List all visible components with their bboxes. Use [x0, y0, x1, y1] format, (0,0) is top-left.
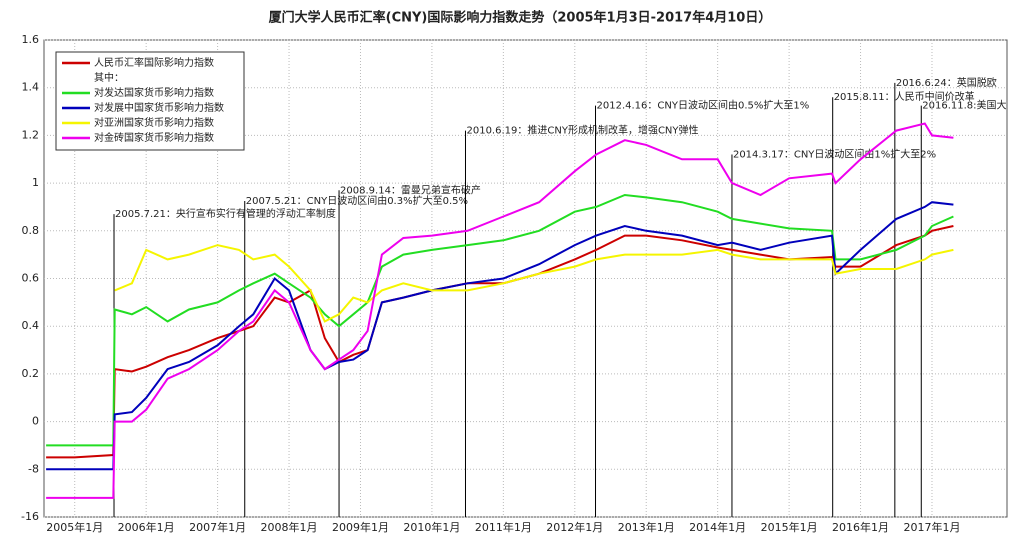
- x-tick-label: 2011年1月: [475, 520, 532, 534]
- x-tick-label: 2005年1月: [46, 520, 103, 534]
- annotation-text: 2005.7.21：央行宣布实行有管理的浮动汇率制度: [115, 207, 336, 220]
- series-line: [114, 244, 954, 323]
- y-tick-label: 0.6: [22, 272, 40, 285]
- annotation-text: 2012.4.16：CNY日波动区间由0.5%扩大至1%: [597, 99, 810, 112]
- x-tick-label: 2013年1月: [618, 520, 675, 534]
- x-tick-label: 2014年1月: [689, 520, 746, 534]
- y-tick-label: 0.8: [22, 224, 40, 237]
- legend-note: 其中：: [94, 71, 124, 84]
- series-line: [46, 201, 954, 471]
- y-tick-label: 0: [32, 415, 39, 428]
- x-tick-label: 2007年1月: [189, 520, 246, 534]
- x-tick-label: 2009年1月: [332, 520, 389, 534]
- legend-box: [55, 51, 245, 151]
- legend-label: 对发达国家货币影响力指数: [94, 86, 214, 99]
- y-tick-label: 1.4: [22, 81, 40, 94]
- series-line: [46, 193, 954, 447]
- x-tick-label: 2010年1月: [403, 520, 460, 534]
- annotation-text: 2010.6.19：推进CNY形成机制改革，增强CNY弹性: [466, 124, 698, 137]
- annotation-text: 2016.6.24：英国脱欧: [896, 76, 997, 89]
- annotation-text: 2008.9.14：雷曼兄弟宣布破产: [340, 183, 481, 196]
- y-tick-label: -8: [28, 462, 39, 475]
- annotation-text: 2014.3.17：CNY日波动区间由1%扩大至2%: [733, 147, 936, 160]
- legend-label: 对金砖国家货币影响力指数: [94, 131, 214, 144]
- y-tick-label: 1: [32, 176, 39, 189]
- legend-label: 人民币汇率国际影响力指数: [94, 56, 214, 69]
- chart-title: 厦门大学人民币汇率(CNY)国际影响力指数走势（2005年1月3日-2017年4…: [269, 10, 772, 26]
- series-line: [46, 122, 954, 499]
- y-tick-label: 0.2: [22, 367, 40, 380]
- annotation-text: 2007.5.21：CNY日波动区间由0.3%扩大至0.5%: [246, 194, 468, 207]
- y-tick-label: 0.4: [22, 319, 40, 332]
- legend-label: 对发展中国家货币影响力指数: [94, 101, 224, 114]
- x-tick-label: 2006年1月: [118, 520, 175, 534]
- x-tick-label: 2015年1月: [761, 520, 818, 534]
- annotation-text: 2016.11.8:美国大选: [922, 99, 1016, 112]
- annotation-text: 2015.8.11：人民币中间价改革: [834, 90, 975, 103]
- x-tick-label: 2016年1月: [832, 520, 889, 534]
- x-tick-label: 2008年1月: [261, 520, 318, 534]
- x-tick-label: 2012年1月: [546, 520, 603, 534]
- y-tick-label: 1.6: [22, 33, 40, 46]
- legend-label: 对亚洲国家货币影响力指数: [94, 116, 214, 129]
- x-tick-label: 2017年1月: [903, 520, 960, 534]
- y-tick-label: 1.2: [22, 128, 40, 141]
- y-tick-label: -16: [21, 510, 39, 523]
